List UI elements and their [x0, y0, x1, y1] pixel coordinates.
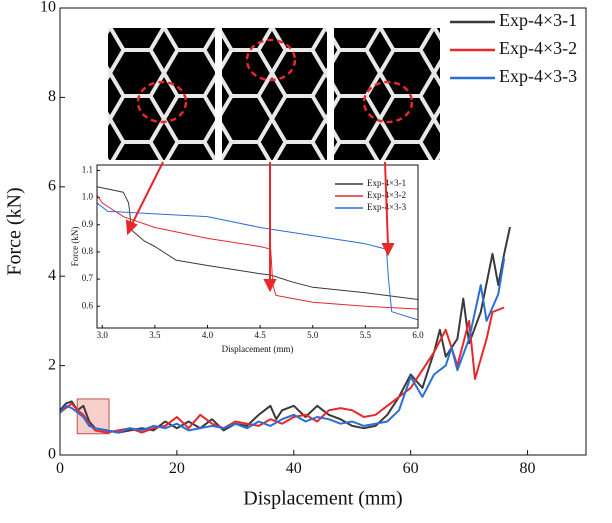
x-axis-label: Displacement (mm): [243, 488, 402, 510]
y-tick-label: 4: [48, 267, 56, 284]
plot-frame: [96, 164, 419, 329]
x-tick-label: 40: [286, 460, 302, 477]
plot: 0 20 40 60 80 0 2 4 6 8 10 Exp-4×3-1 Exp-4×3-2 Exp-4×…: [4, 0, 587, 510]
series-line: [59, 306, 505, 434]
x-tick-label: 3.0: [97, 330, 109, 340]
highlight: [136, 80, 188, 124]
legend-label: Exp-4×3-2: [499, 38, 577, 58]
series-line: [96, 194, 419, 310]
legend-label: Exp-4×3-3: [499, 66, 577, 86]
series-line: [96, 186, 419, 300]
y-axis-label: Force (kN): [70, 227, 80, 267]
photo: [108, 28, 215, 160]
legend-label: Exp-4×3-1: [499, 10, 577, 30]
y-tick-label: 0: [48, 446, 56, 463]
x-tick-label: 6.0: [412, 330, 424, 340]
y-tick-label: 8: [48, 88, 56, 105]
x-tick-label: 4.0: [202, 330, 214, 340]
photo: [222, 28, 327, 160]
plot-frame: [59, 7, 587, 456]
arrows: [125, 161, 395, 293]
x-tick-label: 5.5: [360, 330, 372, 340]
series-line: [96, 202, 419, 321]
x-tick-label: 4.5: [255, 330, 267, 340]
x-tick-label: 3.5: [149, 330, 161, 340]
y-tick-label: 0.8: [82, 246, 94, 256]
x-tick-label: 20: [169, 460, 185, 477]
series-line: [59, 258, 506, 434]
highlight: [245, 38, 297, 82]
y-tick-label: 6: [48, 177, 56, 194]
y-axis-label: Force (kN): [4, 187, 26, 275]
y-tick-label: 1.0: [82, 192, 94, 202]
x-tick-label: 0: [56, 460, 64, 477]
x-tick-label: 5.0: [307, 330, 319, 340]
y-tick-label: 0.9: [82, 219, 94, 229]
y-tick-label: 0.7: [82, 273, 94, 283]
y-tick-label: 2: [48, 356, 56, 373]
x-tick-label: 80: [520, 460, 536, 477]
y-tick-label: 10: [40, 0, 56, 16]
photo: [334, 28, 440, 160]
plot: 3.03.54.04.55.05.56.00.60.70.80.91.01.1E…: [70, 164, 424, 354]
highlight: [362, 80, 414, 124]
inset-images: [108, 28, 440, 293]
x-axis-label: Displacement (mm): [222, 344, 294, 354]
x-tick-label: 60: [403, 460, 419, 477]
y-tick-label: 1.1: [82, 164, 93, 174]
y-tick-label: 0.6: [82, 300, 94, 310]
